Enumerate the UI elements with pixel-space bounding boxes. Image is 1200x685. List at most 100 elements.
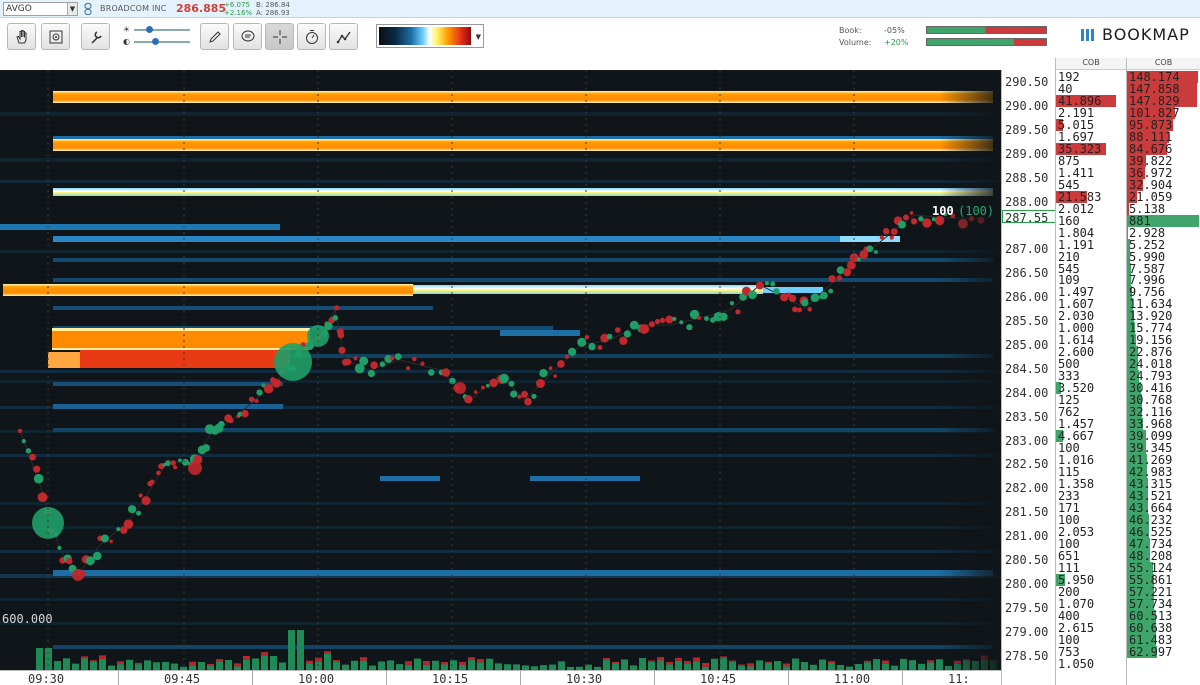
volume-bar <box>459 664 466 670</box>
trade-bubble <box>866 245 874 252</box>
company-name: BROADCOM INC <box>100 4 167 13</box>
cob-ask-bar <box>1127 585 1155 598</box>
cob-bid-value: 1.804 <box>1058 225 1095 240</box>
cob-ask-bar <box>1127 202 1130 215</box>
trade-bubble <box>344 358 352 366</box>
trade-bubble <box>141 496 151 506</box>
price-axis[interactable]: 287.55 290.50 290.00 289.50 289.00 288.50 288… <box>1001 70 1056 685</box>
time-label: 11: <box>948 672 970 685</box>
cob-ask-value: 24.793 <box>1129 369 1173 384</box>
cob-ask-value: 46.232 <box>1129 512 1173 527</box>
price-label: 279.50 <box>1005 600 1049 615</box>
cob-bid-value: 192 <box>1058 70 1080 84</box>
price-label: 288.50 <box>1005 170 1049 185</box>
brightness-icon: ☀ <box>122 25 131 34</box>
volume-bar <box>864 662 871 670</box>
contrast-slider-knob[interactable] <box>152 38 159 45</box>
toolbar: ☀ ◐ ▼ Book: Volume: -05% +20% BOOKMAP <box>0 18 1200 70</box>
cob-ask-value: 48.208 <box>1129 548 1173 563</box>
volume-bar <box>693 661 700 670</box>
chevron-down-icon[interactable]: ▼ <box>67 3 77 15</box>
heatmap-palette-select[interactable]: ▼ <box>376 24 484 48</box>
price-label: 281.50 <box>1005 505 1049 520</box>
cob-ask-value: 36.972 <box>1129 165 1173 180</box>
cob-ask-value: 60.513 <box>1129 608 1173 623</box>
trade-bubble <box>449 377 456 385</box>
volume-bar <box>621 659 628 670</box>
trade-bubble <box>379 361 386 368</box>
trade-bubble <box>780 293 789 302</box>
cob-ask-bar <box>1127 250 1130 263</box>
chevron-down-icon[interactable]: ▼ <box>475 33 481 41</box>
cob-ask-value: 60.638 <box>1129 620 1173 635</box>
cob-bid-value: 400 <box>1058 608 1080 623</box>
cob-ask-value: 42.983 <box>1129 465 1173 479</box>
cob-ask-header: COB <box>1127 58 1200 70</box>
volume-bar-sell <box>90 660 97 662</box>
heatmap-chart[interactable]: 600.000 100 (100) <box>0 70 1001 670</box>
volume-bar <box>153 662 160 670</box>
trade-bubble <box>272 378 281 388</box>
trade-bubble <box>441 368 451 377</box>
cob-ask-value: 32.116 <box>1129 405 1173 420</box>
trade-bubble <box>367 369 375 378</box>
trade-bubble <box>427 369 435 376</box>
trade-bubble <box>807 307 812 312</box>
trade-bubble <box>237 411 243 417</box>
cob-ask-bar <box>1127 442 1146 455</box>
price-label: 283.50 <box>1005 409 1049 424</box>
trade-bubble <box>254 398 259 404</box>
trade-bubble <box>499 373 509 384</box>
link-icon[interactable] <box>84 3 92 15</box>
symbol-select[interactable]: AVGO ▼ <box>3 2 78 16</box>
trade-bubble <box>128 505 137 514</box>
contrast-slider[interactable] <box>134 38 190 45</box>
volume-bar <box>648 661 655 670</box>
volume-bar <box>828 662 835 670</box>
brightness-slider-knob[interactable] <box>146 26 153 33</box>
price-label: 284.00 <box>1005 385 1049 400</box>
cob-ask-value: 15.774 <box>1129 321 1173 336</box>
trade-bubble <box>704 316 709 321</box>
autocenter-button[interactable] <box>41 23 70 50</box>
volume-bar <box>126 659 133 670</box>
volume-bar <box>405 664 412 670</box>
cob-bid-value: 21.583 <box>1058 189 1102 204</box>
time-label: 10:00 <box>298 672 335 685</box>
crosshair-button[interactable] <box>265 23 294 50</box>
volume-bar-sell <box>783 663 790 667</box>
cob-ask-bar <box>1127 573 1154 586</box>
pan-tool-button[interactable] <box>7 23 36 50</box>
time-label: 10:45 <box>700 672 737 685</box>
volume-bar <box>378 661 385 670</box>
cob-ask-bar <box>1127 525 1150 538</box>
trade-bubble <box>353 356 358 361</box>
draw-button[interactable] <box>200 23 229 50</box>
heatmap-canvas[interactable]: 600.000 100 (100) <box>0 70 1001 670</box>
chart-settings-button[interactable] <box>81 23 110 50</box>
volume-bar <box>810 664 817 670</box>
price-label: 289.50 <box>1005 122 1049 137</box>
cob-bid-value: 2.012 <box>1058 201 1095 216</box>
brightness-slider[interactable] <box>134 26 190 33</box>
volume-bar <box>837 664 844 670</box>
cob-ask-value: 21.059 <box>1129 189 1173 204</box>
notes-button[interactable] <box>233 23 262 50</box>
cob-ask-value: 41.269 <box>1129 453 1173 468</box>
volume-bar <box>135 664 142 670</box>
chat-bubble-icon <box>241 30 255 42</box>
trade-bubble <box>481 385 485 390</box>
cob-ask-bar <box>1127 406 1143 419</box>
trade-bubble <box>354 363 365 374</box>
trade-bubble <box>263 384 274 394</box>
indicators-button[interactable] <box>329 23 358 50</box>
cob-ask-value: 55.124 <box>1129 560 1173 575</box>
cob-ask-value: 39.099 <box>1129 429 1173 444</box>
volume-bar <box>333 661 340 670</box>
volume-bar <box>738 665 745 670</box>
volume-bar <box>720 658 727 670</box>
pencil-icon <box>209 31 221 43</box>
cob-ask-value: 47.734 <box>1129 536 1173 551</box>
timer-button[interactable] <box>297 23 326 50</box>
cob-ask-value: 24.018 <box>1129 357 1173 372</box>
